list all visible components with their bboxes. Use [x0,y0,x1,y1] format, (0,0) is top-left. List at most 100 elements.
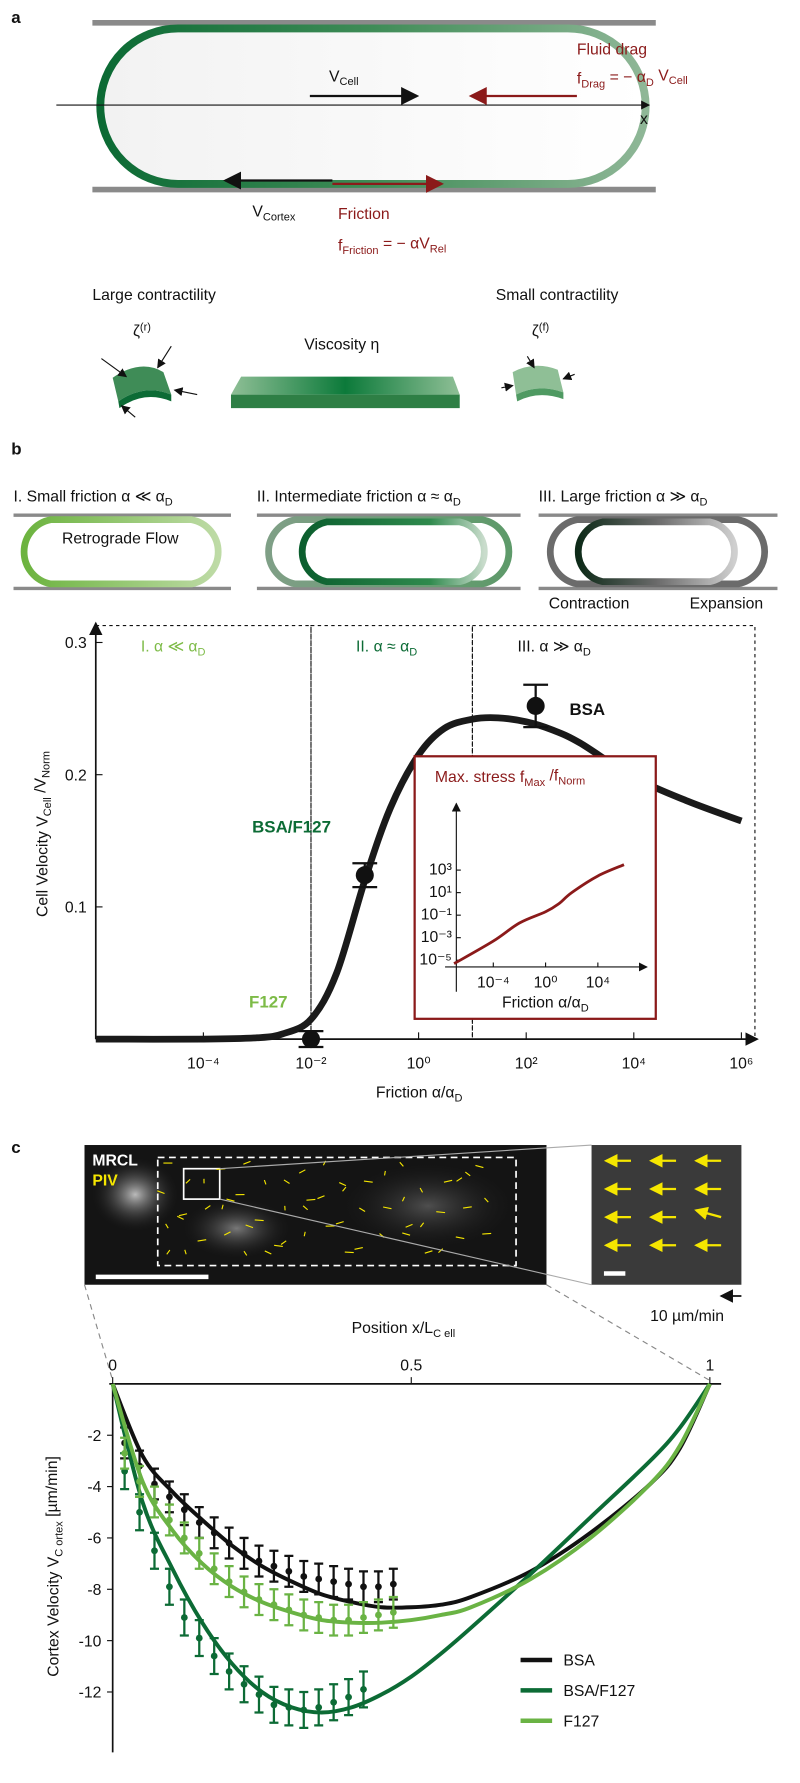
subscript: Rel [430,244,447,256]
cell [574,518,738,586]
point [315,1704,323,1711]
point [240,1549,248,1557]
point [315,1614,323,1621]
text-part: III. α ≫ α [517,639,582,656]
text-part: = − αV [379,236,431,253]
connector [219,1144,592,1170]
subscript: D [409,646,417,658]
subscript: D [197,646,205,658]
piv-arrow [176,1215,184,1220]
force-arrow [120,405,136,418]
point [136,1508,143,1516]
point [285,1704,293,1711]
point [270,1562,278,1570]
force-arrow [526,355,535,369]
text-part: Friction α/α [502,995,581,1012]
piv-arrow [342,1186,347,1192]
point [526,696,545,715]
subscript: Norm [558,775,585,787]
tile [118,390,172,409]
y-tick-label: 0.3 [65,635,87,652]
x-tick-label: 10⁰ [534,974,558,991]
piv-arrow [178,1213,188,1217]
piv-arrow [354,1247,363,1250]
text-part: Position x/L [352,1320,434,1337]
piv-arrow [166,1249,171,1255]
label: fFriction = − αVRel [338,236,446,258]
piv-arrow [274,1244,283,1247]
zoom-image [591,1145,742,1285]
piv-arrow [317,1195,325,1200]
x-tick-label: 10² [515,1055,538,1072]
channel-label: MRCL [92,1152,138,1169]
point [195,1519,203,1526]
y-tick-label: 10⁻⁵ [419,952,451,969]
text-part: Max. stress f [435,769,525,786]
cell [96,24,650,188]
piv-arrow [465,1171,471,1177]
piv-arrow [185,1178,191,1184]
label: VCortex [252,204,295,224]
y-tick-label: 10⁻¹ [421,907,452,924]
point [180,1506,188,1514]
point [180,1614,188,1621]
text-part: /f [545,768,559,785]
point [210,1652,218,1660]
piv-arrow [475,1164,484,1169]
point [330,1616,338,1624]
point [166,1493,173,1501]
text-part: = − α [605,69,646,86]
cell [20,516,222,588]
axis-label: x [640,111,648,128]
point [225,1578,233,1585]
text-part: I. Small friction α ≪ α [14,489,165,506]
micrograph-feature [338,1160,519,1251]
piv-arrow [204,1205,211,1210]
micrograph-feature [180,1196,293,1260]
point [389,1609,397,1616]
label: Small contractility [496,287,619,304]
x-axis-label: Friction α/αD [376,1085,463,1105]
panel-label: c [11,1138,20,1157]
subscript: Cell [340,76,359,88]
legend-label: BSA/F127 [563,1683,635,1700]
piv-arrow [197,1239,207,1242]
piv-arrow [438,1248,444,1254]
y-tick-label: -6 [87,1531,101,1548]
x-tick-label: 10⁴ [586,974,610,991]
text-part: Cell Velocity V [34,816,51,917]
text-part: V [329,68,340,85]
panel-label: b [11,439,21,458]
subscript: D [455,1093,463,1105]
connector [219,1198,592,1286]
zoom-field [603,1154,722,1253]
subscript: D [583,646,591,658]
x-tick-label: 10⁰ [407,1055,431,1072]
subscript: Norm [41,751,53,778]
x-tick-label: 1 [705,1357,714,1374]
subscript: Cell [669,75,688,87]
y-axis-label: Cortex Velocity VC ortex [µm/min] [44,1456,66,1677]
piv-arrow [280,1240,287,1245]
text-part: I. α ≪ α [141,639,198,656]
piv-arrow [456,1177,463,1182]
point [375,1611,382,1619]
scale-label: 10 µm/min [650,1308,724,1325]
point [166,1583,173,1591]
piv-arrow [399,1161,404,1167]
heading: II. Intermediate friction α ≈ αD [257,489,461,509]
piv-arrow [221,1204,224,1210]
region-label: I. α ≪ αD [141,639,206,659]
overlay-label: PIV [92,1173,118,1190]
curve [453,863,625,965]
slab [230,394,460,409]
x-axis-label: Position x/LC ell [352,1320,456,1340]
piv-arrow [184,1249,187,1255]
subscript: Cortex [263,211,296,223]
label: Expansion [690,596,764,613]
point [360,1686,367,1693]
connector [546,1284,711,1382]
text-part: III. Large friction α ≫ α [539,489,700,506]
force-arrow [157,345,172,369]
